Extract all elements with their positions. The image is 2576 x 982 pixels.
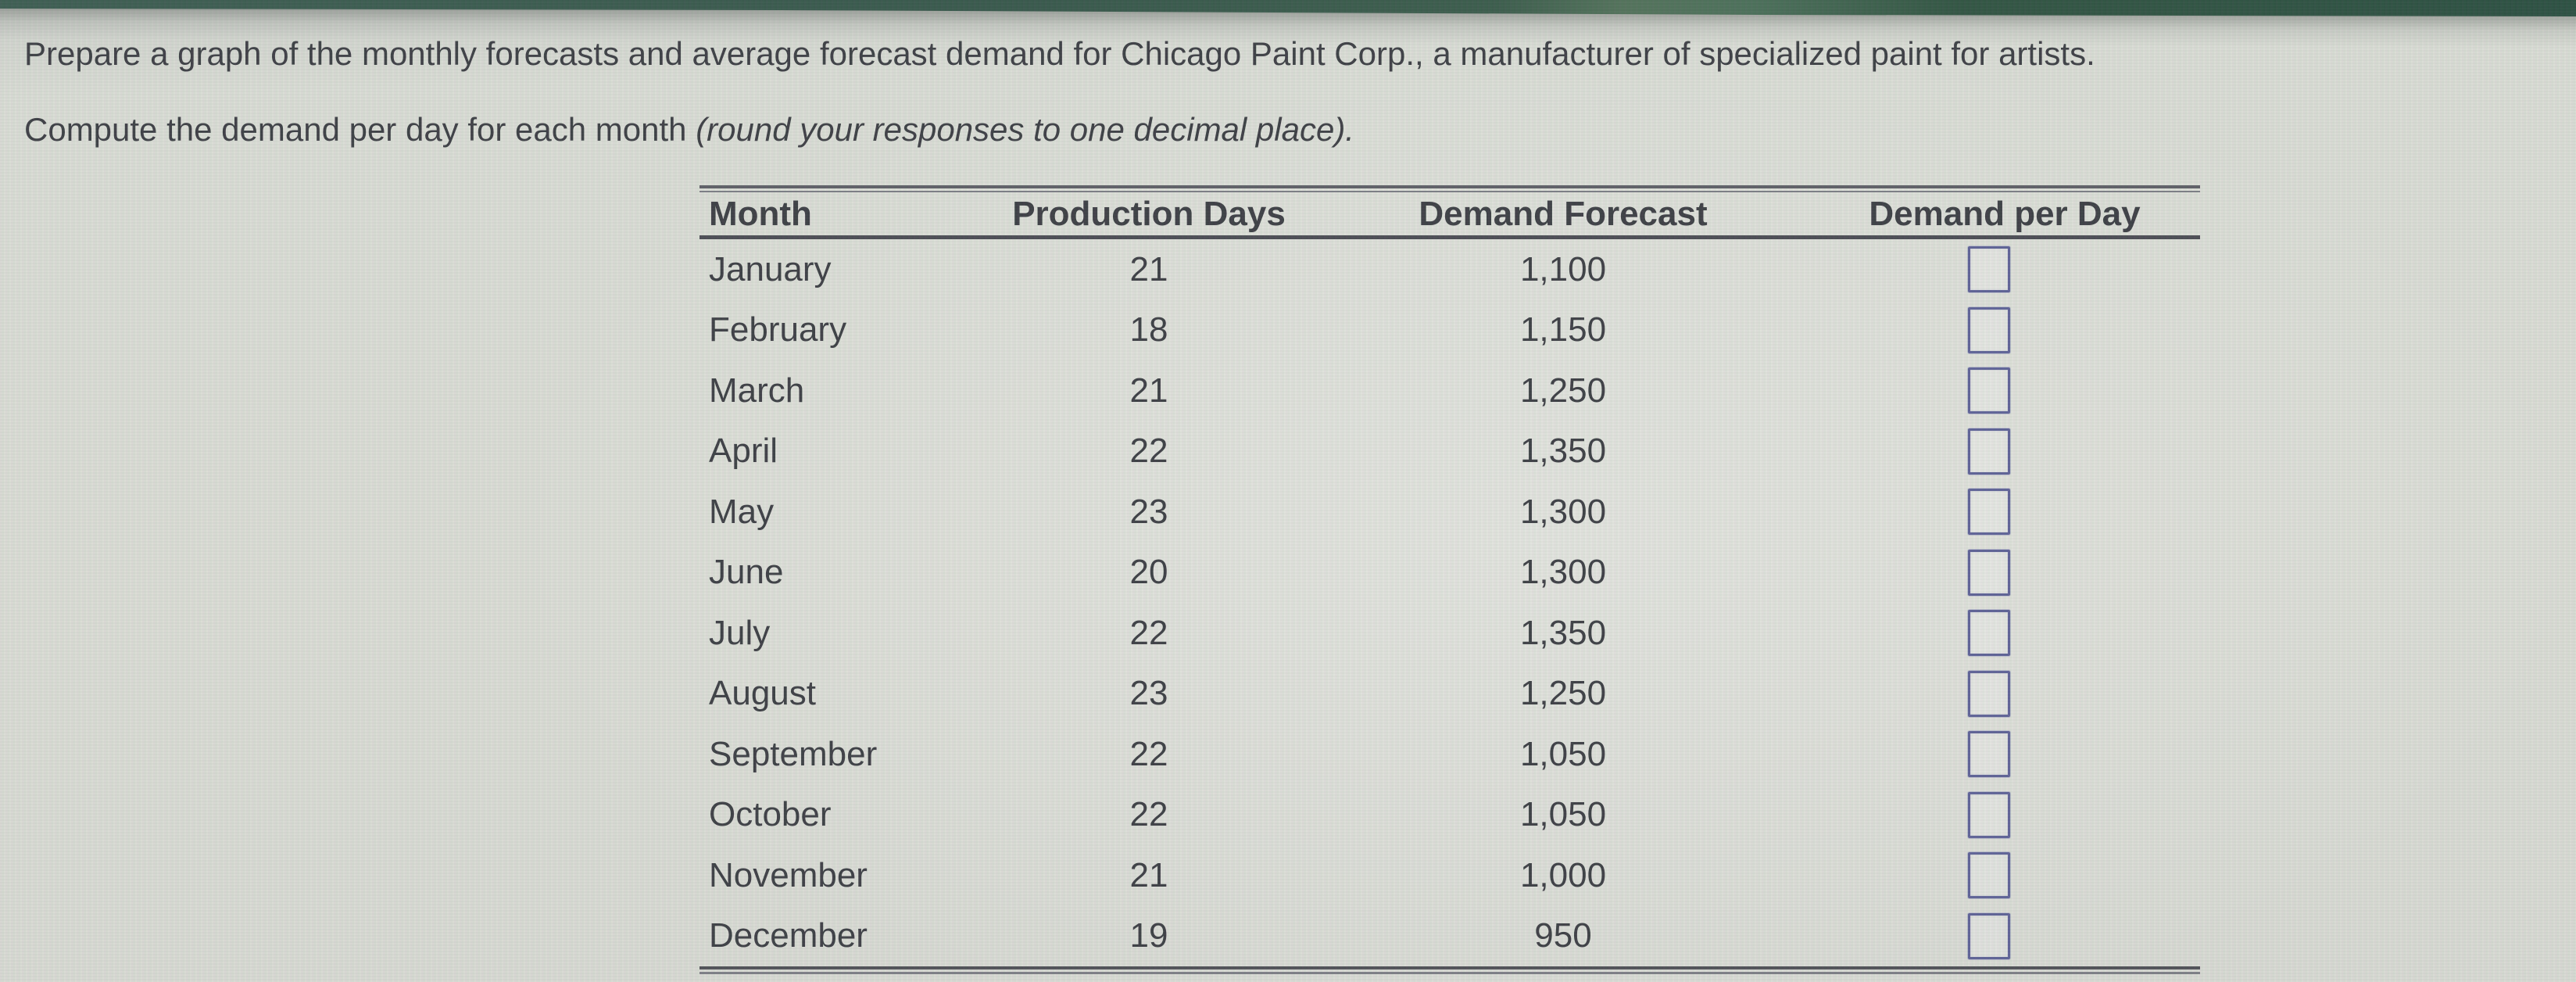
cell-production-days: 22 [1129, 613, 1168, 652]
cell-production-days: 20 [1129, 553, 1168, 592]
cell-month: October [709, 795, 832, 834]
cell-demand-per-day [1809, 912, 2200, 959]
demand-per-day-input[interactable] [1968, 246, 2010, 293]
cell-month: July [709, 613, 771, 652]
header-demand-per-day: Demand per Day [1869, 194, 2141, 233]
cell-demand-per-day [1809, 610, 2200, 657]
demand-per-day-input[interactable] [1968, 912, 2010, 959]
demand-per-day-input[interactable] [1968, 549, 2010, 596]
demand-per-day-input[interactable] [1968, 306, 2010, 353]
table-row: March 21 1,250 [699, 360, 2200, 421]
table-row: September 22 1,050 [699, 724, 2200, 785]
table-row: February 18 1,150 [699, 300, 2200, 361]
cell-demand-forecast: 1,050 [1519, 734, 1607, 773]
cell-demand-per-day [1809, 367, 2200, 414]
cell-demand-forecast: 1,350 [1519, 432, 1607, 471]
table-header-row: Month Production Days Demand Forecast De… [699, 192, 2200, 235]
cell-production-days: 19 [1129, 916, 1168, 955]
table-top-rule [699, 185, 2200, 192]
table-header-rule [699, 235, 2200, 239]
cell-production-days: 18 [1129, 310, 1168, 349]
table-row: August 23 1,250 [699, 664, 2200, 725]
table-row: June 20 1,300 [699, 543, 2200, 604]
table-row: April 22 1,350 [699, 421, 2200, 482]
cell-demand-per-day [1809, 549, 2200, 596]
cell-demand-forecast: 1,100 [1519, 249, 1607, 289]
instruction-line-2-regular: Compute the demand per day for each mont… [24, 111, 696, 148]
cell-month: April [709, 432, 778, 471]
cell-demand-forecast: 1,250 [1519, 371, 1607, 410]
table-row: November 21 1,000 [699, 845, 2200, 906]
table-bottom-rule [699, 966, 2200, 974]
cell-month: August [709, 674, 816, 713]
cell-production-days: 21 [1129, 855, 1168, 894]
cell-demand-forecast: 950 [1534, 916, 1592, 955]
cell-month: November [709, 855, 868, 894]
cell-month: March [709, 371, 805, 410]
cell-demand-forecast: 1,350 [1519, 613, 1607, 652]
demand-per-day-input[interactable] [1968, 670, 2010, 717]
demand-per-day-input[interactable] [1968, 791, 2010, 838]
cell-demand-per-day [1809, 306, 2200, 353]
instruction-line-2: Compute the demand per day for each mont… [24, 110, 1354, 149]
table-row: May 23 1,300 [699, 482, 2200, 543]
demand-per-day-input[interactable] [1968, 367, 2010, 414]
table-row: December 19 950 [699, 906, 2200, 967]
cell-demand-forecast: 1,050 [1519, 795, 1607, 834]
instruction-line-2-italic: (round your responses to one decimal pla… [696, 111, 1354, 148]
demand-per-day-input[interactable] [1968, 610, 2010, 657]
cell-demand-forecast: 1,300 [1519, 492, 1607, 531]
cell-demand-forecast: 1,250 [1519, 674, 1607, 713]
forecast-table: Month Production Days Demand Forecast De… [699, 185, 2200, 974]
cell-demand-per-day [1809, 731, 2200, 778]
cell-demand-per-day [1809, 489, 2200, 536]
cell-production-days: 22 [1129, 795, 1168, 834]
cell-month: September [709, 734, 878, 773]
cell-production-days: 21 [1129, 371, 1168, 410]
cell-production-days: 21 [1129, 249, 1168, 289]
demand-per-day-input[interactable] [1968, 489, 2010, 536]
header-demand-forecast: Demand Forecast [1419, 194, 1708, 233]
table-row: October 22 1,050 [699, 785, 2200, 846]
cell-demand-per-day [1809, 246, 2200, 293]
demand-per-day-input[interactable] [1968, 731, 2010, 778]
header-production-days: Production Days [1012, 194, 1286, 233]
demand-per-day-input[interactable] [1968, 852, 2010, 899]
cell-demand-per-day [1809, 428, 2200, 475]
cell-month: December [709, 916, 868, 955]
instruction-line-1: Prepare a graph of the monthly forecasts… [24, 35, 2095, 72]
table-row: July 22 1,350 [699, 603, 2200, 664]
cell-month: May [709, 492, 775, 531]
demand-per-day-input[interactable] [1968, 428, 2010, 475]
cell-demand-per-day [1809, 852, 2200, 899]
cell-production-days: 22 [1129, 734, 1168, 773]
cell-demand-forecast: 1,150 [1519, 310, 1607, 349]
cell-demand-per-day [1809, 670, 2200, 717]
cell-month: June [709, 553, 784, 592]
cell-demand-per-day [1809, 791, 2200, 838]
cell-production-days: 23 [1129, 674, 1168, 713]
cell-production-days: 23 [1129, 492, 1168, 531]
table-body: January 21 1,100 February 18 1,150 March… [699, 239, 2200, 966]
cell-month: February [709, 310, 847, 349]
cell-month: January [709, 249, 832, 289]
table-row: January 21 1,100 [699, 239, 2200, 300]
cell-production-days: 22 [1129, 432, 1168, 471]
header-month: Month [709, 194, 812, 233]
cell-demand-forecast: 1,300 [1519, 553, 1607, 592]
cell-demand-forecast: 1,000 [1519, 855, 1607, 894]
